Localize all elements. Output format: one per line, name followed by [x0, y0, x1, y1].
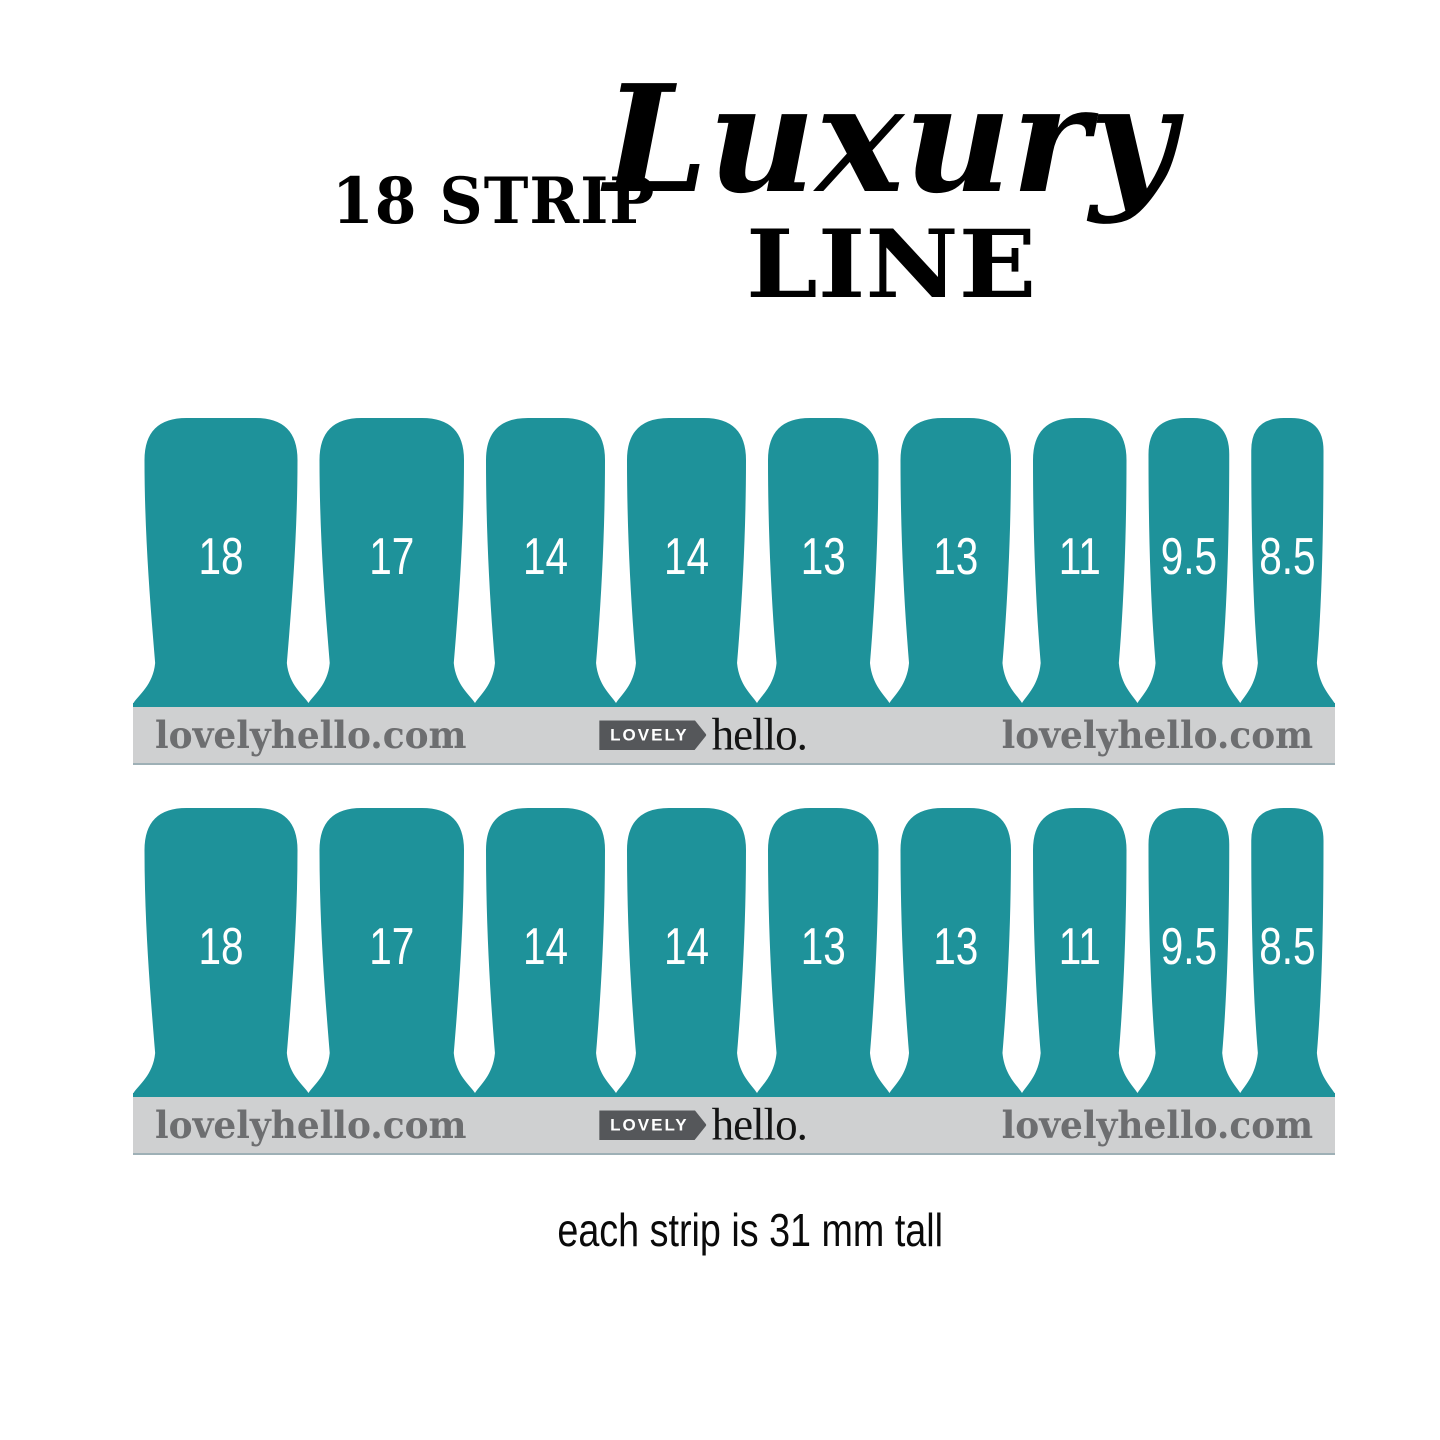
nail-strip [1240, 808, 1335, 1093]
website-url-left: lovelyhello.com [155, 1103, 467, 1147]
strip-size-label: 11 [1059, 917, 1101, 975]
strip-size-label: 13 [933, 527, 978, 585]
strip-size-label: 17 [369, 527, 414, 585]
website-url-right: lovelyhello.com [1001, 1103, 1313, 1147]
nail-strip [616, 808, 757, 1093]
website-url-right: lovelyhello.com [1001, 713, 1313, 757]
nail-strip [1137, 418, 1241, 703]
strips-graphic: 18 17 14 14 13 13 11 9.5 8.5 [133, 808, 1335, 1093]
strip-size-label: 9.5 [1161, 527, 1217, 585]
nail-strip [889, 418, 1022, 703]
strip-size-label: 14 [664, 917, 709, 975]
strip-size-label: 11 [1059, 527, 1101, 585]
strip-size-label: 14 [523, 917, 568, 975]
strip-size-label: 17 [369, 917, 414, 975]
title-strip-count: 18 STRIP [332, 164, 656, 239]
title-script-word: Luxury [604, 52, 1176, 226]
nail-strip [757, 418, 890, 703]
logo-lovely-tag: LOVELY [599, 720, 706, 750]
strip-size-label: 18 [198, 917, 243, 975]
strip-size-label: 8.5 [1259, 917, 1315, 975]
nail-strip [475, 808, 616, 1093]
nail-strip [133, 418, 309, 703]
nail-strip [308, 808, 475, 1093]
nail-strip [757, 808, 890, 1093]
nail-strip [1022, 418, 1138, 703]
nail-strip [133, 808, 309, 1093]
logo-hello-text: hello. [711, 709, 808, 760]
strip-size-label: 14 [664, 527, 709, 585]
caption: each strip is 31 mm tall [60, 1203, 1440, 1257]
strip-size-label: 13 [933, 917, 978, 975]
strip-size-label: 18 [198, 527, 243, 585]
nail-strip [1022, 808, 1138, 1093]
website-url-left: lovelyhello.com [155, 713, 467, 757]
lovelyhello-logo: LOVELY hello. [599, 709, 808, 760]
logo-hello-text: hello. [711, 1099, 808, 1150]
caption-text: each strip is 31 mm tall [557, 1204, 943, 1256]
footer-bar: lovelyhello.com LOVELY hello. lovelyhell… [133, 1093, 1335, 1155]
nail-strip [308, 418, 475, 703]
nail-strip [1240, 418, 1335, 703]
strip-row-2: 18 17 14 14 13 13 11 9.5 8.5 lovelyhello.com LOV… [133, 808, 1335, 1155]
footer-bar: lovelyhello.com LOVELY hello. lovelyhell… [133, 703, 1335, 765]
strip-size-label: 8.5 [1259, 527, 1315, 585]
strip-size-label: 13 [801, 527, 846, 585]
title-line-word: LINE [746, 209, 1037, 321]
nail-strip [475, 418, 616, 703]
lovelyhello-logo: LOVELY hello. [599, 1099, 808, 1150]
nail-strip [616, 418, 757, 703]
strip-row-1: 18 17 14 14 13 13 11 9.5 8.5 lovelyhello.com LOV… [133, 418, 1335, 765]
strips-graphic: 18 17 14 14 13 13 11 9.5 8.5 [133, 418, 1335, 703]
strip-size-label: 9.5 [1161, 917, 1217, 975]
nail-strip [1137, 808, 1241, 1093]
nail-strip [889, 808, 1022, 1093]
strip-size-label: 14 [523, 527, 568, 585]
logo-lovely-tag: LOVELY [599, 1110, 706, 1140]
strip-size-label: 13 [801, 917, 846, 975]
